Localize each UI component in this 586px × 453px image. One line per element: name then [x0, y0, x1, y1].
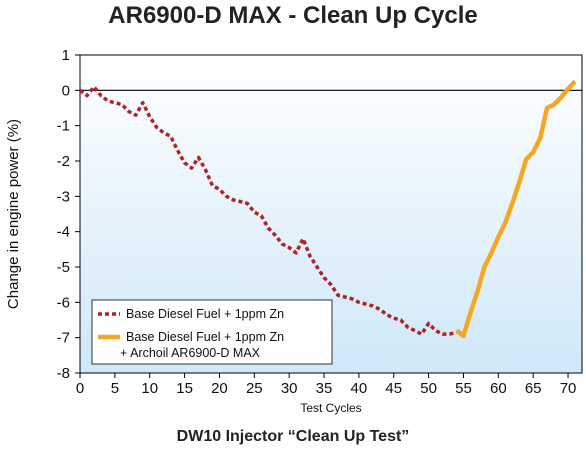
x-tick-label: 50 [420, 380, 437, 397]
y-tick-label: -7 [57, 330, 70, 347]
x-tick-label: 35 [316, 380, 333, 397]
y-tick-label: -8 [57, 365, 70, 382]
x-tick-label: 55 [455, 380, 472, 397]
x-tick-label: 30 [281, 380, 298, 397]
x-tick-label: 10 [141, 380, 158, 397]
x-tick-label: 70 [560, 380, 577, 397]
y-axis-label: Change in engine power (%) [5, 119, 22, 309]
y-tick-label: -3 [57, 188, 70, 205]
x-axis-label: Test Cycles [300, 401, 361, 415]
y-tick-label: -6 [57, 294, 70, 311]
legend-box [91, 299, 333, 365]
chart-subtitle: DW10 Injector “Clean Up Test” [176, 428, 410, 445]
x-tick-label: 45 [385, 380, 402, 397]
x-tick-label: 65 [525, 380, 542, 397]
legend: Base Diesel Fuel + 1ppm Zn Base Diesel F… [91, 299, 333, 365]
x-tick-label: 15 [176, 380, 193, 397]
y-tick-label: 0 [62, 82, 70, 99]
legend-entry-series-1: Base Diesel Fuel + 1ppm Zn [126, 307, 284, 321]
x-tick-label: 60 [490, 380, 507, 397]
x-axis: 0 5 10 15 20 25 30 35 40 45 50 55 60 65 70 [76, 373, 577, 397]
chart-title: AR6900-D MAX - Clean Up Cycle [108, 2, 478, 29]
y-tick-label: -5 [57, 259, 70, 276]
x-tick-label: 5 [111, 380, 119, 397]
x-tick-label: 20 [211, 380, 228, 397]
y-tick-label: -1 [57, 118, 70, 135]
y-tick-label: -4 [57, 224, 70, 241]
x-tick-label: 25 [246, 380, 263, 397]
y-tick-label: 1 [62, 47, 70, 64]
y-tick-label: -2 [57, 153, 70, 170]
legend-entry-series-2-line-1: Base Diesel Fuel + 1ppm Zn [126, 330, 284, 344]
series-line-2 [455, 79, 577, 339]
legend-entry-series-2-line-2: + Archoil AR6900-D MAX [120, 346, 261, 360]
series-line-1 [78, 85, 457, 336]
x-tick-label: 40 [351, 380, 368, 397]
series-group [78, 79, 577, 339]
x-tick-label: 0 [76, 380, 84, 397]
y-axis: 1 0 -1 -2 -3 -4 -5 -6 -7 -8 [57, 47, 80, 382]
